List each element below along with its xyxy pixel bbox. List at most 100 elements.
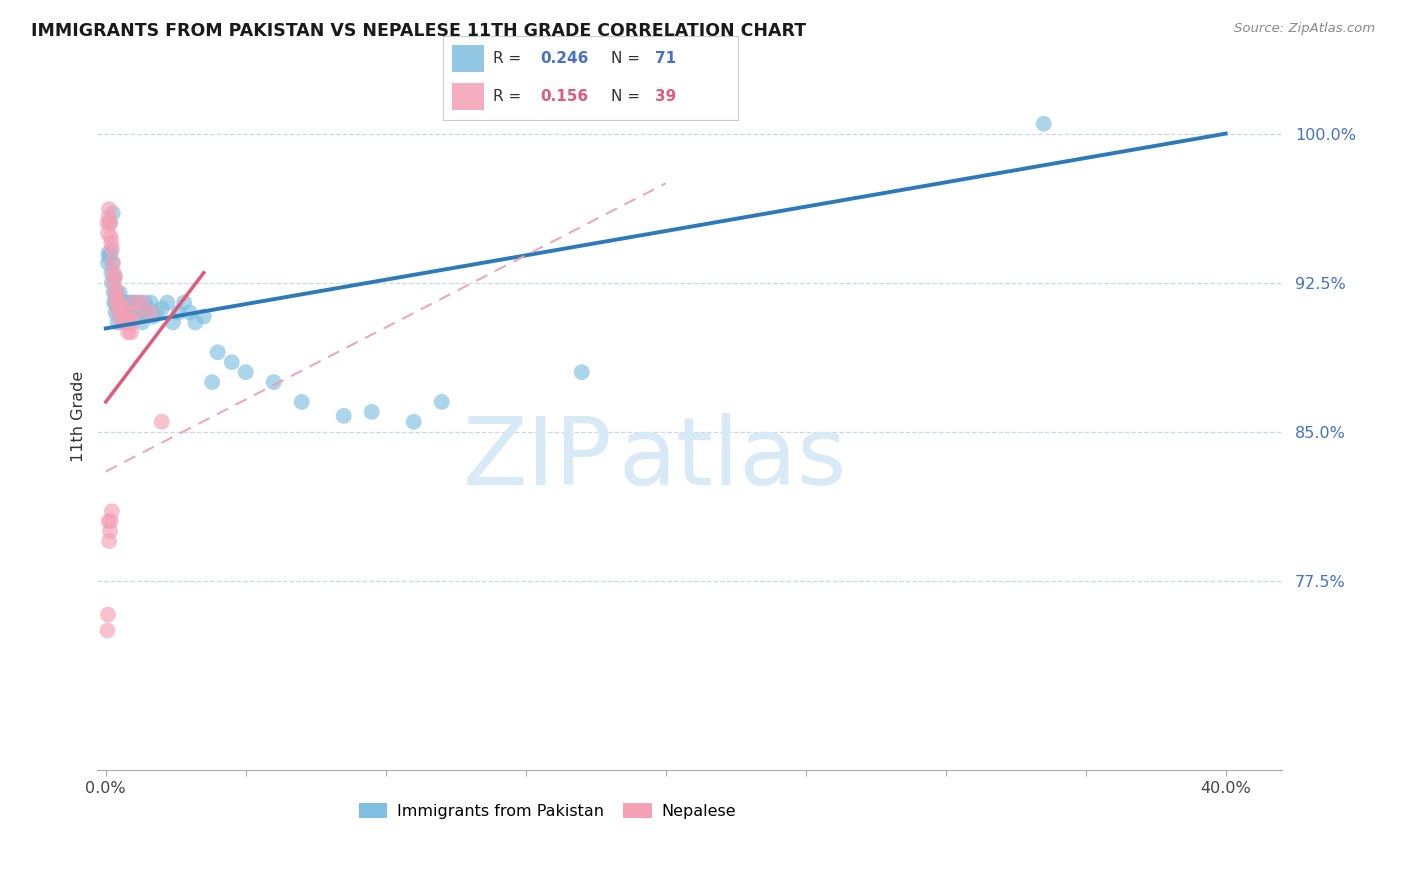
Point (201, 375, 224, 389)
Text: R =: R = (494, 89, 526, 104)
Point (134, 295, 156, 310)
Point (110, 315, 132, 329)
Point (124, 295, 146, 310)
Text: Source: ZipAtlas.com: Source: ZipAtlas.com (1234, 22, 1375, 36)
Bar (451, 83, 484, 111)
Point (97, 210, 120, 224)
Point (105, 295, 128, 310)
Point (112, 315, 135, 329)
Point (115, 315, 138, 329)
Point (291, 395, 314, 409)
Point (235, 365, 257, 379)
Point (104, 269, 127, 284)
Point (103, 285, 125, 300)
Point (98, 534, 121, 549)
Point (131, 295, 153, 310)
Point (101, 276, 124, 290)
Point (108, 295, 131, 310)
Point (139, 305, 162, 319)
Point (107, 315, 129, 329)
Point (104, 269, 127, 284)
Point (105, 285, 128, 300)
Point (96, 624, 118, 638)
Legend: Immigrants from Pakistan, Nepalese: Immigrants from Pakistan, Nepalese (353, 797, 742, 825)
Point (104, 295, 127, 310)
Point (110, 295, 132, 310)
Text: 39: 39 (655, 89, 676, 104)
Point (127, 301, 149, 316)
Point (100, 245, 122, 260)
Point (173, 295, 195, 310)
Point (107, 295, 129, 310)
Point (98, 524, 121, 538)
Point (101, 256, 124, 270)
Point (167, 305, 190, 319)
Point (120, 326, 142, 340)
Point (120, 310, 142, 324)
Point (97, 514, 120, 528)
Point (118, 315, 141, 329)
Point (132, 305, 155, 319)
Point (97, 226, 120, 240)
Point (111, 295, 134, 310)
Point (103, 295, 125, 310)
Point (112, 305, 135, 319)
Point (104, 305, 127, 319)
Point (117, 305, 139, 319)
Point (360, 405, 382, 419)
Point (101, 504, 124, 518)
Point (193, 310, 215, 324)
Point (162, 315, 184, 329)
Text: atlas: atlas (619, 413, 846, 505)
Point (101, 242, 124, 256)
Point (107, 290, 129, 304)
Point (117, 326, 139, 340)
Point (221, 355, 243, 369)
Point (98, 216, 121, 230)
Point (207, 345, 229, 359)
Point (121, 315, 143, 329)
Point (101, 206, 124, 220)
Point (120, 301, 142, 316)
Point (98, 250, 121, 264)
Text: R =: R = (494, 51, 526, 66)
Text: N =: N = (612, 89, 645, 104)
Point (128, 295, 150, 310)
Point (112, 310, 135, 324)
Point (100, 230, 122, 244)
Point (105, 285, 128, 300)
Point (118, 295, 141, 310)
Point (107, 305, 129, 319)
Point (125, 305, 148, 319)
Point (122, 295, 145, 310)
Point (156, 295, 179, 310)
Point (100, 514, 122, 528)
Point (110, 305, 132, 319)
Point (125, 310, 148, 324)
Text: 0.156: 0.156 (540, 89, 589, 104)
Point (145, 305, 167, 319)
Point (122, 305, 145, 319)
Point (97, 245, 120, 260)
Point (402, 415, 425, 429)
Text: N =: N = (612, 51, 645, 66)
Point (115, 315, 138, 329)
Point (97, 607, 120, 622)
Point (104, 285, 127, 300)
Point (97, 256, 120, 270)
Y-axis label: 11th Grade: 11th Grade (72, 371, 86, 462)
Point (107, 301, 129, 316)
Point (136, 301, 159, 316)
Point (103, 266, 125, 280)
Point (121, 295, 143, 310)
Point (100, 235, 122, 250)
Point (98, 202, 121, 216)
Point (96, 216, 118, 230)
Point (103, 276, 125, 290)
Point (571, 365, 593, 379)
Point (139, 295, 162, 310)
Point (100, 266, 122, 280)
Text: ZIP: ZIP (463, 413, 613, 505)
Point (150, 415, 173, 429)
Point (118, 315, 141, 329)
